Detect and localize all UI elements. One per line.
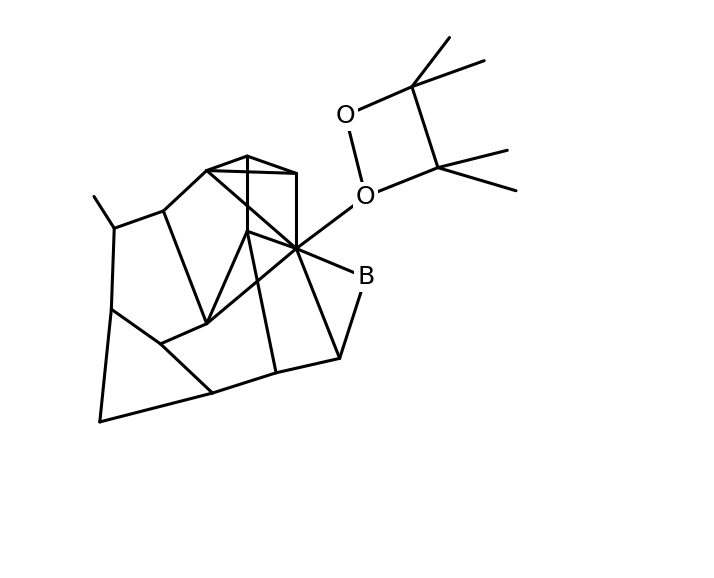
Text: O: O <box>336 103 356 128</box>
Text: O: O <box>356 184 376 209</box>
Text: B: B <box>357 265 374 290</box>
